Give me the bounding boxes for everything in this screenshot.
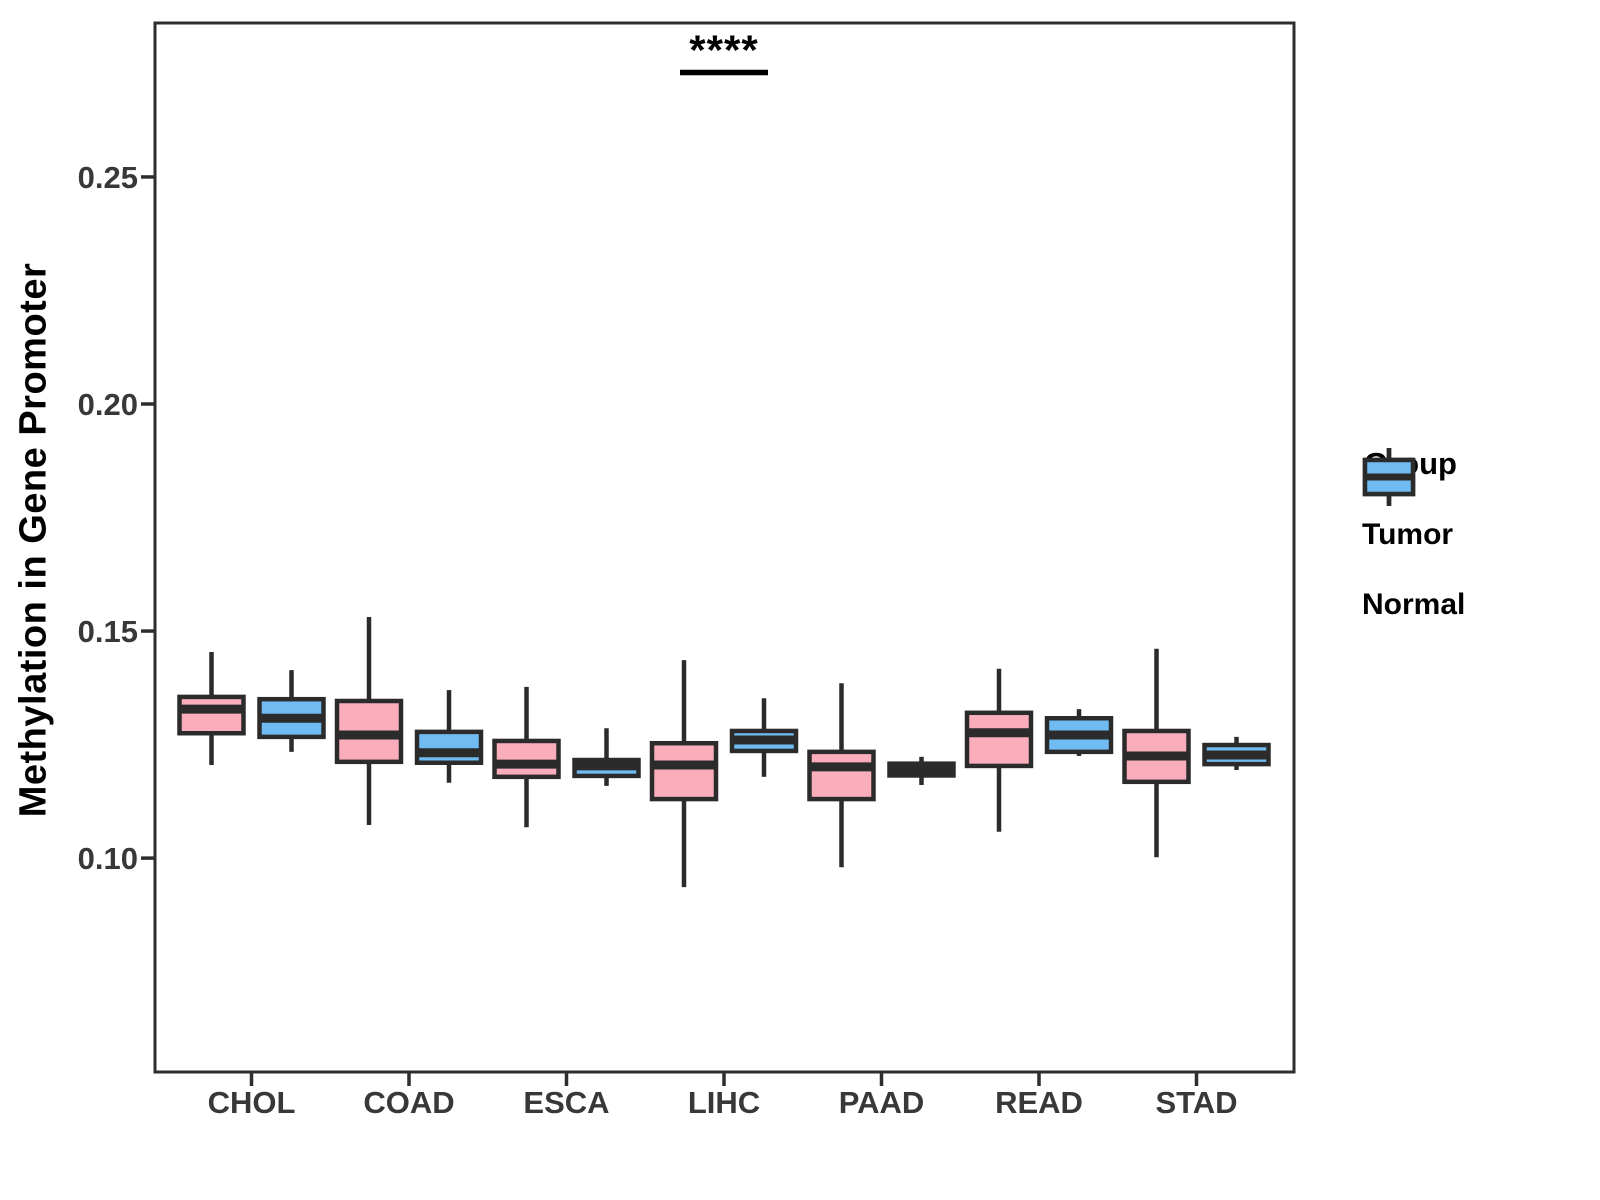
iqr-box xyxy=(177,694,246,736)
x-tick-label: LIHC xyxy=(688,1085,760,1120)
significance-stars: **** xyxy=(689,26,758,73)
boxplot-paad-normal xyxy=(887,756,956,786)
y-axis-title: Methylation in Gene Promoter xyxy=(12,262,55,818)
legend: Group Tumor Normal xyxy=(1362,446,1465,642)
y-tick-label: 0.25 xyxy=(78,160,138,195)
boxplot-read-tumor xyxy=(964,668,1034,832)
iqr-box xyxy=(414,729,484,765)
x-tick-label: ESCA xyxy=(523,1085,609,1120)
normal-boxplot-icon xyxy=(1362,448,1416,506)
y-tick-label: 0.15 xyxy=(78,614,138,649)
boxplot-esca-tumor xyxy=(492,686,561,828)
boxplot-lihc-normal xyxy=(729,698,799,777)
legend-label-normal: Normal xyxy=(1362,588,1466,621)
legend-item-normal: Normal xyxy=(1362,448,1466,638)
y-tick-label: 0.10 xyxy=(78,841,138,876)
boxplot-stad-tumor xyxy=(1122,648,1191,858)
boxplot-coad-normal xyxy=(414,690,484,783)
boxplot-coad-tumor xyxy=(334,616,404,825)
panel-border xyxy=(153,21,1296,1074)
boxplot-chol-tumor xyxy=(177,651,246,766)
significance-annotation: **** xyxy=(680,26,768,76)
legend-item-tumor: Tumor xyxy=(1362,448,1465,568)
legend-label-tumor: Tumor xyxy=(1362,518,1454,551)
boxplot-paad-tumor xyxy=(807,683,876,868)
x-tick-label: PAAD xyxy=(839,1085,925,1120)
boxplot-lihc-tumor xyxy=(649,660,719,888)
x-tick-label: CHOL xyxy=(208,1085,296,1120)
iqr-box xyxy=(807,749,876,802)
iqr-box xyxy=(649,740,719,802)
x-tick-label: STAD xyxy=(1155,1085,1237,1120)
x-tick-label: READ xyxy=(995,1085,1083,1120)
boxplot-chol-normal xyxy=(257,670,326,752)
iqr-box xyxy=(964,710,1034,769)
boxplot-stad-normal xyxy=(1202,736,1271,771)
x-tick-label: COAD xyxy=(363,1085,454,1120)
y-tick-label: 0.20 xyxy=(78,387,138,422)
boxplot-read-normal xyxy=(1044,709,1114,756)
boxplot-esca-normal xyxy=(572,728,641,786)
iqr-box xyxy=(492,738,561,780)
